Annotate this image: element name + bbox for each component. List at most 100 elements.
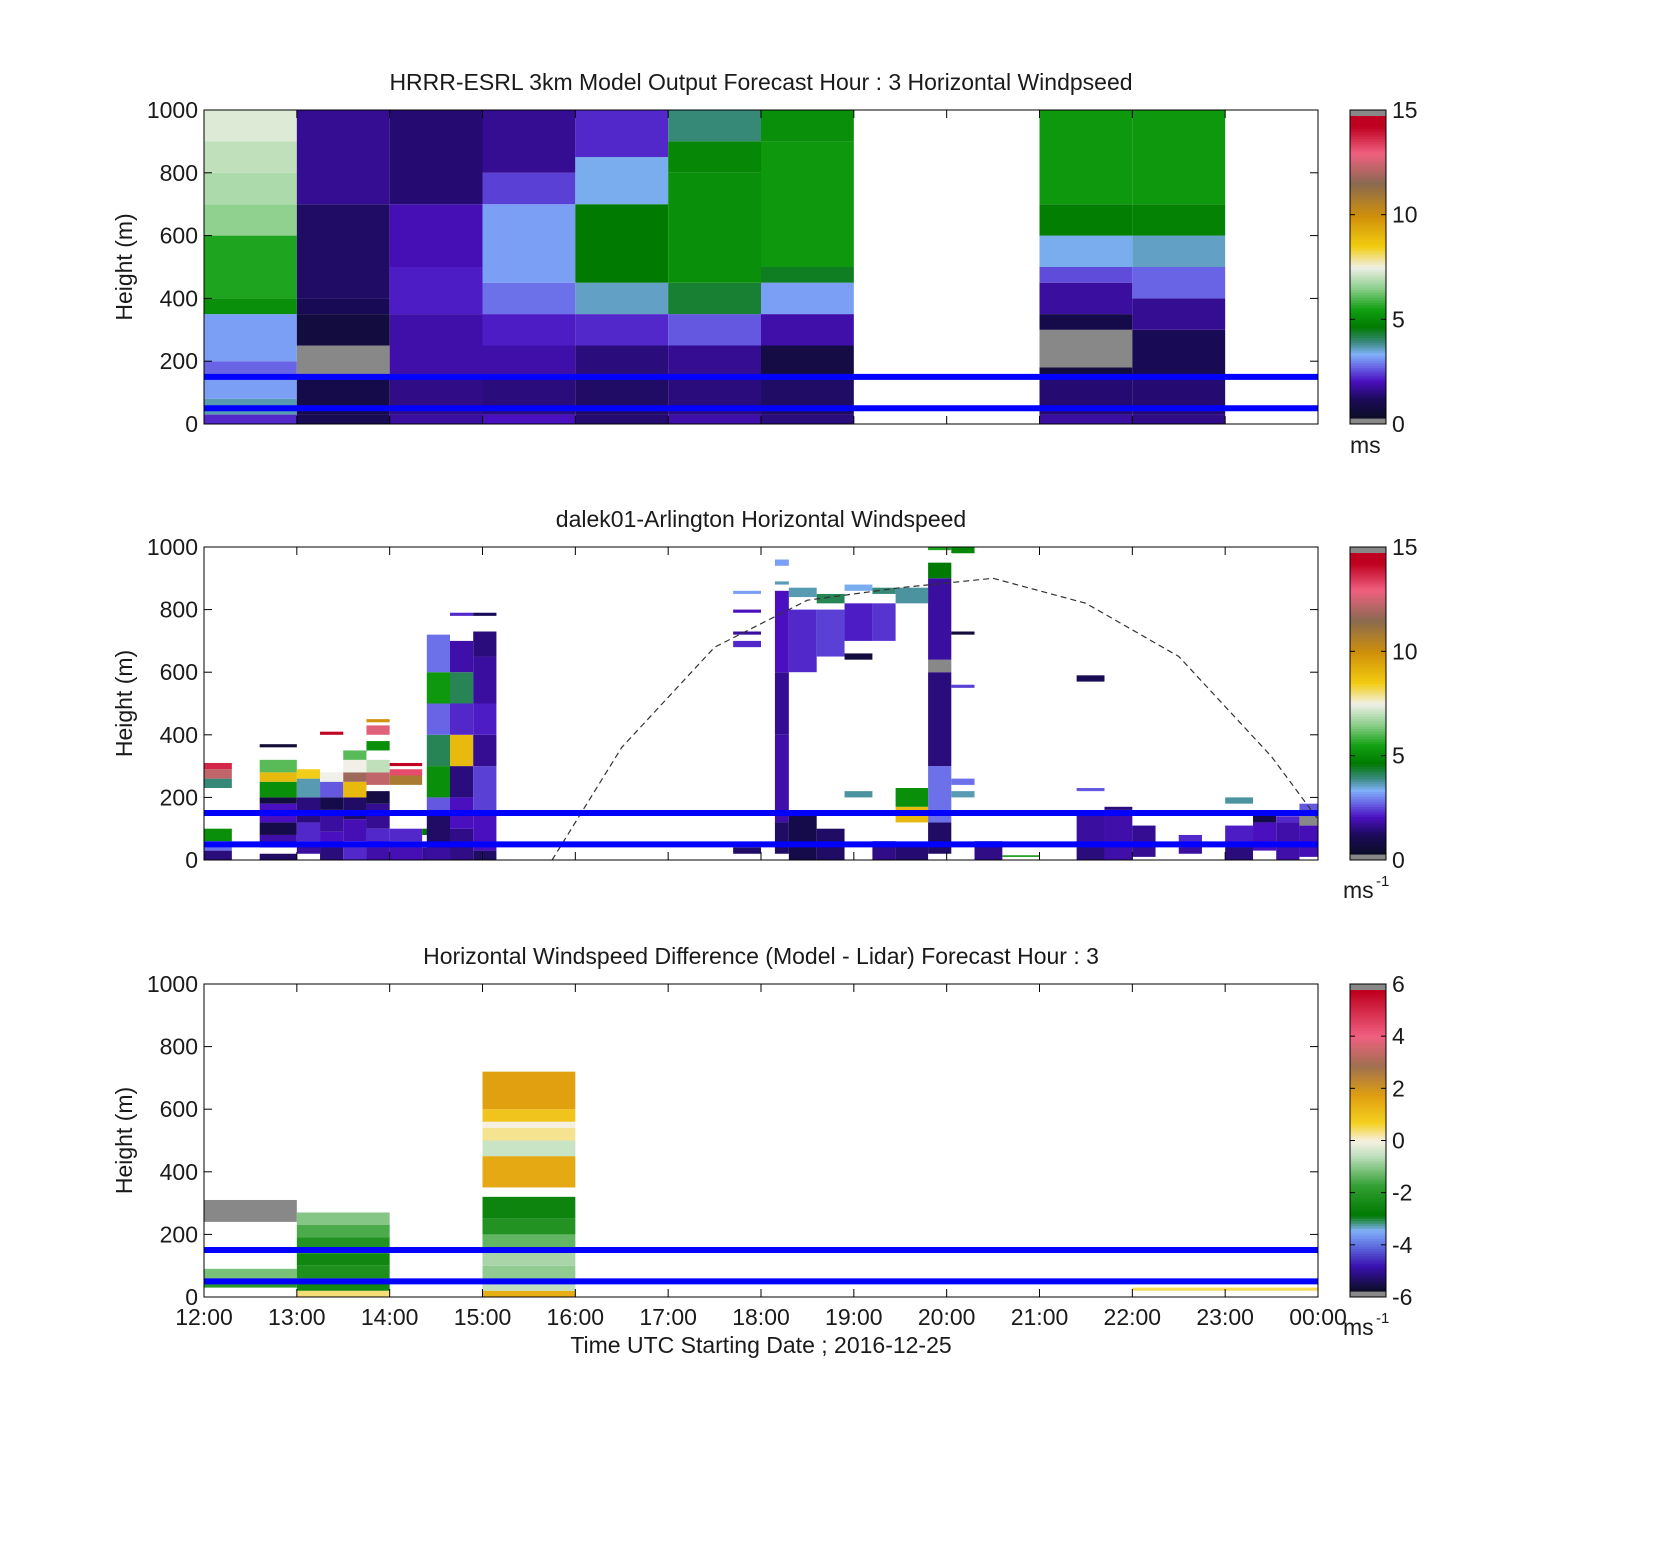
heatmap-cell (1132, 204, 1226, 236)
colorbar-segment (1350, 721, 1386, 725)
heatmap-cell (426, 797, 451, 814)
heatmap-cell (366, 803, 390, 829)
colorbar-segment (1350, 171, 1386, 175)
colorbar-segment (1350, 768, 1386, 772)
heatmap-cell (389, 775, 423, 785)
heatmap-cell (928, 578, 952, 660)
colorbar-segment (1350, 728, 1386, 732)
heatmap-cell (320, 731, 344, 735)
heatmap-cell (1076, 788, 1105, 792)
colorbar-3: -6 -4 -2 0 2 4 6 ms -1 (1343, 971, 1413, 1340)
colorbar-segment (1350, 380, 1386, 384)
colorbar-segment (1350, 249, 1386, 253)
colorbar-segment (1350, 995, 1386, 999)
colorbar-segment (1350, 658, 1386, 662)
colorbar-segment (1350, 818, 1386, 822)
colorbar-segment (1350, 309, 1386, 313)
heatmap-cell (296, 1212, 390, 1226)
colorbar-segment (1350, 1040, 1386, 1044)
colorbar-segment (1350, 1180, 1386, 1184)
colorbar-segment (1350, 158, 1386, 162)
colorbar-segment (1350, 690, 1386, 695)
x-tick-label: 17:00 (639, 1304, 697, 1330)
colorbar-segment (1350, 678, 1386, 682)
colorbar-segment (1350, 246, 1386, 250)
colorbar-segment (1350, 1130, 1386, 1134)
colorbar-segment (1350, 1122, 1386, 1127)
colorbar-segment (1350, 199, 1386, 203)
heatmap-cell (1178, 844, 1202, 854)
x-tick-label: 12:00 (175, 1304, 233, 1330)
heatmap-cell (733, 631, 761, 635)
colorbar-segment (1350, 673, 1386, 677)
heatmap-cell (668, 282, 761, 315)
heatmap-cell (366, 759, 390, 773)
heatmap-cell (1039, 414, 1133, 424)
colorbar-segment (1350, 168, 1386, 172)
colorbar-segment (1350, 595, 1386, 599)
colorbar-segment (1350, 628, 1386, 632)
heatmap-cell (204, 762, 232, 770)
heatmap-cell (1132, 329, 1226, 377)
colorbar-segment (1350, 1010, 1386, 1014)
heatmap-cell (733, 609, 761, 613)
colorbar-segment (1350, 209, 1386, 213)
heatmap-cell (204, 850, 232, 860)
heatmap-cell (1039, 235, 1133, 267)
heatmap-cell (761, 345, 854, 377)
colorbar-segment (1350, 771, 1386, 775)
colorbar-segment (1350, 1255, 1386, 1259)
heatmap-cell (575, 157, 669, 205)
colorbar-segment (1350, 1107, 1386, 1111)
heatmap-cell (259, 797, 297, 804)
colorbar-segment (1350, 116, 1386, 120)
y-tick-label: 600 (160, 223, 198, 249)
colorbar-segment (1350, 1203, 1386, 1207)
heatmap-cell (296, 769, 321, 779)
colorbar-segment (1350, 615, 1386, 619)
heatmap-cell (1104, 809, 1133, 860)
heatmap-cell (788, 813, 817, 860)
y-tick-label: 400 (160, 722, 198, 748)
heatmap-cell (816, 609, 845, 657)
colorbar-segment (1350, 1015, 1386, 1019)
heatmap-cell (872, 603, 896, 641)
colorbar-segment (1350, 1000, 1386, 1004)
colorbar-segment (1350, 1050, 1386, 1054)
heatmap-cell (389, 204, 483, 267)
colorbar-segment (1350, 1263, 1386, 1267)
colorbar-segment (1350, 793, 1386, 797)
colorbar-segment (1350, 221, 1386, 225)
colorbar-segment (1350, 738, 1386, 742)
colorbar-segment (1350, 234, 1386, 238)
colorbar-segment (1350, 1077, 1386, 1081)
colorbar-segment (1350, 1278, 1386, 1282)
heatmap-cell (296, 778, 321, 798)
colorbar-segment (1350, 1005, 1386, 1009)
colorbar-segment (1350, 319, 1386, 323)
heatmap-cell (951, 778, 975, 785)
colorbar-segment (1350, 138, 1386, 142)
colorbar-segment (1350, 314, 1386, 318)
colorbar-segment (1350, 605, 1386, 609)
heatmap-cell (575, 414, 669, 424)
colorbar-segment (1350, 1268, 1386, 1272)
colorbar-tick-label: 4 (1392, 1023, 1405, 1049)
colorbar-segment (1350, 761, 1386, 765)
colorbar-segment (1350, 183, 1386, 188)
colorbar-tick-label: -6 (1392, 1284, 1412, 1310)
colorbar-segment (1350, 798, 1386, 802)
colorbar-cap (1350, 110, 1386, 116)
heatmap-cell (343, 750, 367, 760)
heatmap-cell (343, 819, 367, 842)
colorbar-segment (1350, 216, 1386, 220)
colorbar-segment (1350, 618, 1386, 622)
colorbar-segment (1350, 1072, 1386, 1076)
heatmap-cell (733, 847, 761, 854)
heatmap-cell (473, 813, 497, 851)
heatmap-cell (1104, 806, 1133, 810)
colorbar-segment (1350, 568, 1386, 572)
panel-3: 0 200 400 600 800 1000 12:00 13:00 14:00 15:00 16:… (111, 943, 1347, 1358)
colorbar-segment (1350, 1258, 1386, 1262)
boundary-layer-curve (551, 577, 1319, 861)
